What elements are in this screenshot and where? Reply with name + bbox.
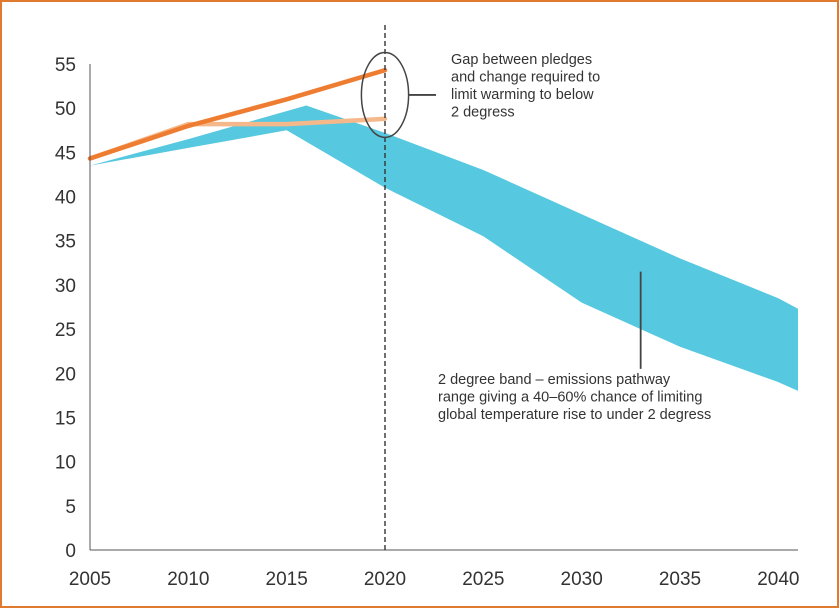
y-tick-label: 0 <box>65 541 76 562</box>
gap-annotation-line: Gap between pledges <box>451 52 592 68</box>
y-tick-label: 10 <box>55 453 76 474</box>
x-tick-label: 2030 <box>561 569 603 590</box>
band-annotation-line: 2 degree band – emissions pathway <box>438 372 671 388</box>
x-tick-label: 2035 <box>659 569 701 590</box>
x-tick-label: 2010 <box>167 569 209 590</box>
x-tick-label: 2005 <box>69 569 111 590</box>
annotation-layer: Gap between pledges and change required t… <box>360 51 711 423</box>
y-tick-label: 35 <box>55 232 76 253</box>
series-layer <box>87 67 388 161</box>
band-annotation-line: global temperature rise to under 2 degre… <box>438 407 711 423</box>
y-tick-label: 20 <box>55 364 76 385</box>
series-line-0 <box>87 67 388 161</box>
y-tick-label: 40 <box>55 188 76 209</box>
two-degree-band <box>90 105 798 391</box>
gap-annotation-line: and change required to <box>451 70 600 86</box>
x-tick-label: 2015 <box>266 569 308 590</box>
band-layer <box>90 105 798 391</box>
y-tick-label: 45 <box>55 143 76 164</box>
y-tick-label: 15 <box>55 408 76 429</box>
y-tick-label: 50 <box>55 99 76 120</box>
y-tick-label: 30 <box>55 276 76 297</box>
gap-annotation-line: limit warming to below <box>451 87 594 103</box>
band-annotation-line: range giving a 40–60% chance of limiting <box>438 390 702 406</box>
x-tick-label: 2020 <box>364 569 406 590</box>
y-tick-label: 5 <box>65 497 76 518</box>
gap-annotation-line: 2 degress <box>451 105 515 121</box>
y-tick-label: 25 <box>55 320 76 341</box>
x-tick-label: 2025 <box>462 569 504 590</box>
y-tick-label: 55 <box>55 55 76 76</box>
x-tick-label: 2040 <box>757 569 799 590</box>
